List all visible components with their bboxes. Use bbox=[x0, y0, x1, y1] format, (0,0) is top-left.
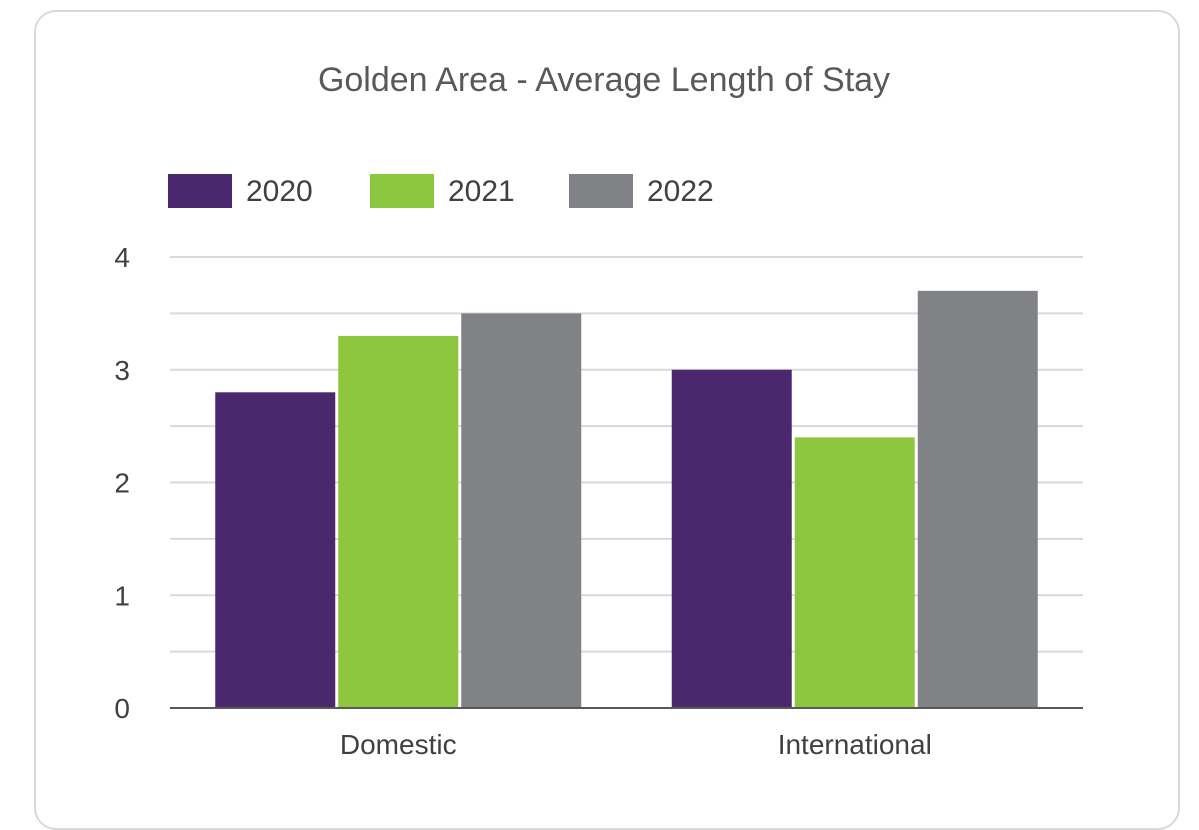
legend-swatch-2020 bbox=[168, 174, 232, 208]
bar-international-2021 bbox=[794, 437, 915, 708]
bar-international-2020 bbox=[671, 369, 792, 708]
bar-international-2022 bbox=[917, 290, 1038, 708]
legend-label-2021: 2021 bbox=[448, 175, 515, 208]
bar-domestic-2021 bbox=[338, 335, 459, 708]
legend-swatch-2021 bbox=[370, 174, 434, 208]
legend-swatch-2022 bbox=[569, 174, 633, 208]
bar-domestic-2022 bbox=[461, 313, 582, 708]
bar-domestic-2020 bbox=[215, 392, 336, 708]
x-category-label: International bbox=[778, 729, 932, 760]
y-tick-label: 1 bbox=[114, 580, 130, 611]
axes: 0 1 2 3 4 Domestic International bbox=[114, 242, 1083, 760]
x-category-label: Domestic bbox=[340, 729, 457, 760]
y-tick-label: 2 bbox=[114, 468, 130, 499]
y-tick-label: 4 bbox=[114, 242, 130, 273]
y-tick-label: 0 bbox=[114, 693, 130, 724]
y-tick-label: 3 bbox=[114, 355, 130, 386]
legend-label-2020: 2020 bbox=[246, 175, 313, 208]
legend: 2020 2021 2022 bbox=[168, 174, 714, 208]
chart-title: Golden Area - Average Length of Stay bbox=[318, 61, 890, 99]
bars bbox=[215, 290, 1038, 708]
bar-chart: Golden Area - Average Length of Stay 0 1 2… bbox=[114, 61, 1083, 760]
legend-label-2022: 2022 bbox=[647, 175, 714, 208]
